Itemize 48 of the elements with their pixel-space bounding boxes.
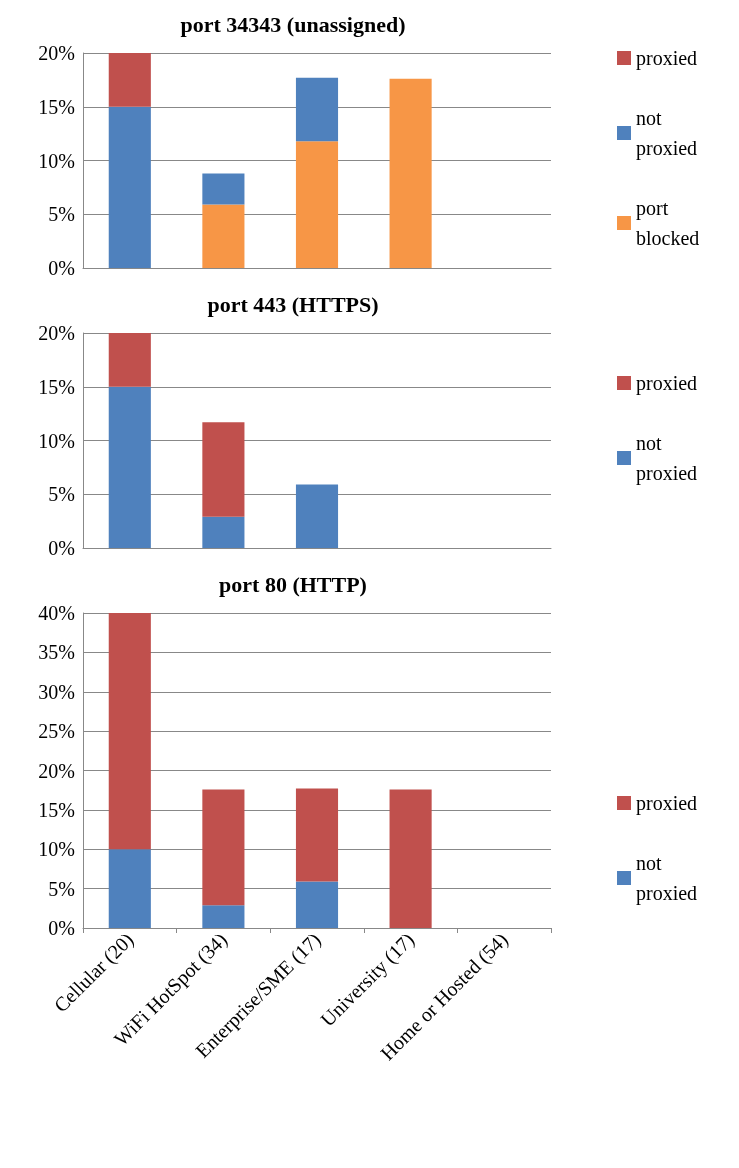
- y-tick-label: 5%: [48, 483, 75, 506]
- bar: [389, 78, 432, 268]
- y-tick-label: 15%: [38, 798, 75, 821]
- bar: [295, 788, 339, 882]
- bar: [202, 204, 245, 268]
- y-tick-label: 30%: [38, 680, 75, 703]
- bar: [108, 386, 151, 548]
- legend-label: proxied: [636, 372, 698, 395]
- bar: [202, 173, 245, 205]
- bar: [108, 849, 151, 928]
- bar: [202, 789, 245, 906]
- y-tick-label: 10%: [38, 149, 75, 172]
- y-tick-label: 15%: [38, 95, 75, 118]
- legend-label: not proxied: [636, 852, 698, 905]
- y-tick-label: 25%: [38, 720, 75, 743]
- y-tick-label: 20%: [38, 42, 75, 64]
- bar: [202, 516, 245, 548]
- chart-title: port 443 (HTTPS): [207, 291, 379, 317]
- y-tick-label: 20%: [38, 322, 75, 344]
- y-tick-label: 10%: [38, 838, 75, 861]
- bar: [295, 77, 339, 142]
- legend-label: proxied: [636, 792, 698, 815]
- legend-label: proxied: [636, 47, 698, 70]
- bar: [295, 141, 339, 268]
- chart-title: port 34343 (unassigned): [180, 11, 406, 37]
- bar: [108, 53, 151, 107]
- bar: [389, 789, 432, 928]
- bar: [202, 905, 245, 928]
- y-tick-label: 5%: [48, 877, 75, 900]
- y-tick-label: 15%: [38, 375, 75, 398]
- bar: [108, 106, 151, 268]
- bar: [295, 881, 339, 928]
- y-tick-label: 0%: [48, 257, 75, 279]
- y-tick-label: 0%: [48, 917, 75, 939]
- y-tick-label: 40%: [38, 602, 75, 624]
- bar: [108, 333, 151, 387]
- y-tick-label: 5%: [48, 203, 75, 226]
- y-tick-label: 0%: [48, 537, 75, 559]
- legend-label: not proxied: [636, 107, 698, 160]
- bar: [202, 422, 245, 517]
- bar: [108, 613, 151, 850]
- bar: [295, 484, 339, 548]
- chart-title: port 80 (HTTP): [219, 571, 367, 597]
- y-tick-label: 20%: [38, 759, 75, 782]
- legend-label: not proxied: [636, 432, 698, 485]
- y-tick-label: 35%: [38, 641, 75, 664]
- legend-label: port blocked: [636, 197, 700, 249]
- y-tick-label: 10%: [38, 429, 75, 452]
